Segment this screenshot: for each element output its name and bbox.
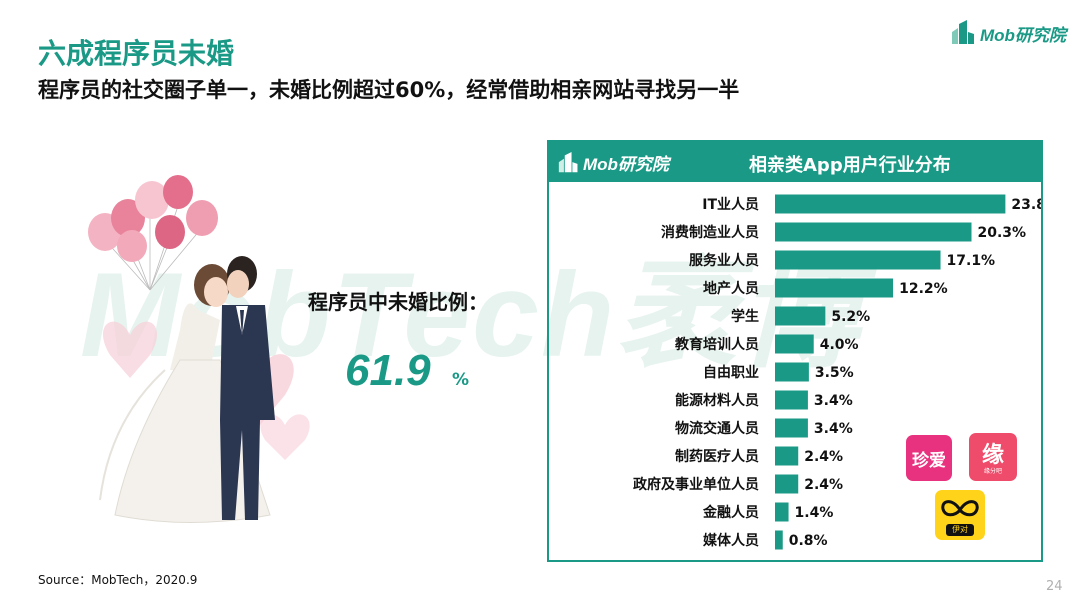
panel-header: Mob研究院 相亲类App用户行业分布: [549, 142, 1041, 182]
yuan-app-icon: 缘 缘分吧: [969, 433, 1017, 481]
category-label: 学生: [731, 308, 759, 325]
value-label: 17.1%: [947, 253, 996, 269]
zhenai-app-icon: 珍爱: [906, 435, 952, 481]
bar: [775, 306, 826, 326]
value-label: 3.4%: [814, 421, 853, 437]
bar: [775, 334, 814, 354]
category-label: IT业人员: [702, 196, 759, 213]
source-note: Source：MobTech，2020.9: [38, 573, 198, 587]
yuan-app-subtitle: 缘分吧: [983, 468, 1002, 475]
value-label: 12.2%: [899, 281, 948, 297]
value-label: 2.4%: [804, 449, 843, 465]
category-label: 地产人员: [703, 280, 759, 297]
industry-bar-chart: IT业人员 23.8% 消费制造业人员 20.3% 服务业人员 17.1% 地产人员 12.2…: [633, 194, 1041, 550]
category-label: 能源材料人员: [675, 392, 759, 409]
yidui-app-icon: 伊对: [935, 490, 985, 540]
bar: [775, 418, 808, 438]
bar: [775, 446, 799, 466]
value-label: 3.4%: [814, 393, 853, 409]
category-label: 消费制造业人员: [661, 224, 759, 241]
category-label: 教育培训人员: [675, 336, 759, 353]
chart-title: 相亲类App用户行业分布: [749, 155, 951, 176]
unmarried-ratio-unit: %: [452, 370, 470, 390]
unmarried-ratio-label: 程序员中未婚比例：: [308, 290, 488, 314]
bar: [775, 390, 808, 410]
value-label: 5.2%: [831, 309, 870, 325]
industry-distribution-panel: Mob研究院 相亲类App用户行业分布 IT业人员 23.8% 消费制造业人员 20.…: [547, 140, 1043, 562]
bar: [775, 194, 1006, 214]
bar: [775, 474, 799, 494]
category-label: 政府及事业单位人员: [633, 476, 759, 493]
yidui-app-label: 伊对: [946, 524, 974, 536]
category-label: 制药医疗人员: [675, 448, 759, 465]
logo-text: Mob研究院: [980, 25, 1066, 45]
bar: [775, 222, 972, 242]
value-label: 23.8%: [1011, 197, 1041, 213]
page-number: 24: [1046, 579, 1063, 594]
page-title: 六成程序员未婚: [38, 37, 235, 70]
wedding-couple-illustration: [88, 175, 310, 523]
panel-logo-text: Mob研究院: [583, 155, 669, 174]
mob-logo: Mob研究院: [950, 20, 1066, 46]
category-label: 自由职业: [703, 364, 759, 381]
groom: [220, 256, 275, 520]
value-label: 4.0%: [820, 337, 859, 353]
value-label: 1.4%: [795, 505, 834, 521]
bar: [775, 362, 809, 382]
value-label: 20.3%: [978, 225, 1027, 241]
bar: [775, 530, 783, 550]
balloons: [88, 175, 218, 262]
category-label: 物流交通人员: [675, 420, 759, 437]
bar: [775, 278, 894, 298]
value-label: 3.5%: [815, 365, 854, 381]
unmarried-ratio-value: 61.9: [345, 346, 431, 395]
building-icon: [558, 151, 578, 172]
bar: [775, 250, 941, 270]
panel-logo: Mob研究院: [557, 150, 669, 175]
category-label: 媒体人员: [702, 532, 759, 549]
yuan-app-glyph: 缘: [981, 443, 1004, 468]
bar: [775, 502, 789, 522]
page-subtitle: 程序员的社交圈子单一，未婚比例超过60%，经常借助相亲网站寻找另一半: [38, 78, 740, 102]
infinity-heart-icon: [941, 500, 979, 517]
value-label: 2.4%: [804, 477, 843, 493]
category-label: 服务业人员: [689, 252, 759, 269]
building-icon: [952, 20, 974, 44]
category-label: 金融人员: [702, 504, 759, 521]
value-label: 0.8%: [789, 533, 828, 549]
